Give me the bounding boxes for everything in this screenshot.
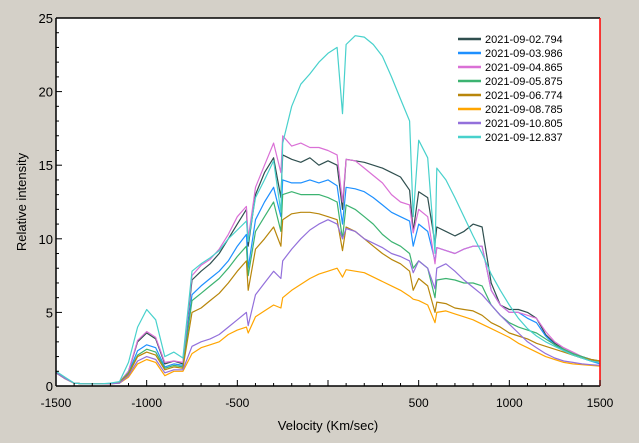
legend-label-7: 2021-09-12.837 [485,132,563,144]
y-tick-label: 10 [39,232,53,247]
series-line-2 [55,135,601,385]
y-tick-label: 20 [39,85,53,100]
legend-label-0: 2021-09-02.794 [485,34,563,46]
axes: -1500 -1000 -500 500 1000 1500 0 5 10 15 20 25 [39,11,614,410]
series-line-7 [55,35,601,385]
legend: 2021-09-02.794 2021-09-03.986 2021-09-04.8… [458,34,563,144]
legend-label-4: 2021-09-06.774 [485,90,563,102]
legend-label-3: 2021-09-05.875 [485,76,563,88]
y-tick-label: 0 [46,379,53,394]
legend-label-2: 2021-09-04.865 [485,62,563,74]
y-tick-label: 15 [39,158,53,173]
x-tick-label: 500 [409,396,429,410]
series-line-5 [55,267,601,385]
x-tick-label: -500 [225,396,249,410]
y-tick-label: 5 [46,305,53,320]
y-tick-label: 25 [39,11,53,26]
x-axis-label: Velocity (Km/sec) [278,418,378,433]
series-line-6 [55,219,601,385]
x-tick-label: -1500 [41,396,72,410]
legend-label-1: 2021-09-03.986 [485,48,563,60]
legend-label-6: 2021-09-10.805 [485,118,563,130]
series-layer [55,35,601,385]
x-tick-label: 1000 [496,396,523,410]
y-axis-label: Relative intensity [14,152,29,251]
series-line-4 [55,211,601,385]
x-tick-label: 1500 [587,396,614,410]
legend-label-5: 2021-09-08.785 [485,104,563,116]
x-tick-label: -1000 [131,396,162,410]
